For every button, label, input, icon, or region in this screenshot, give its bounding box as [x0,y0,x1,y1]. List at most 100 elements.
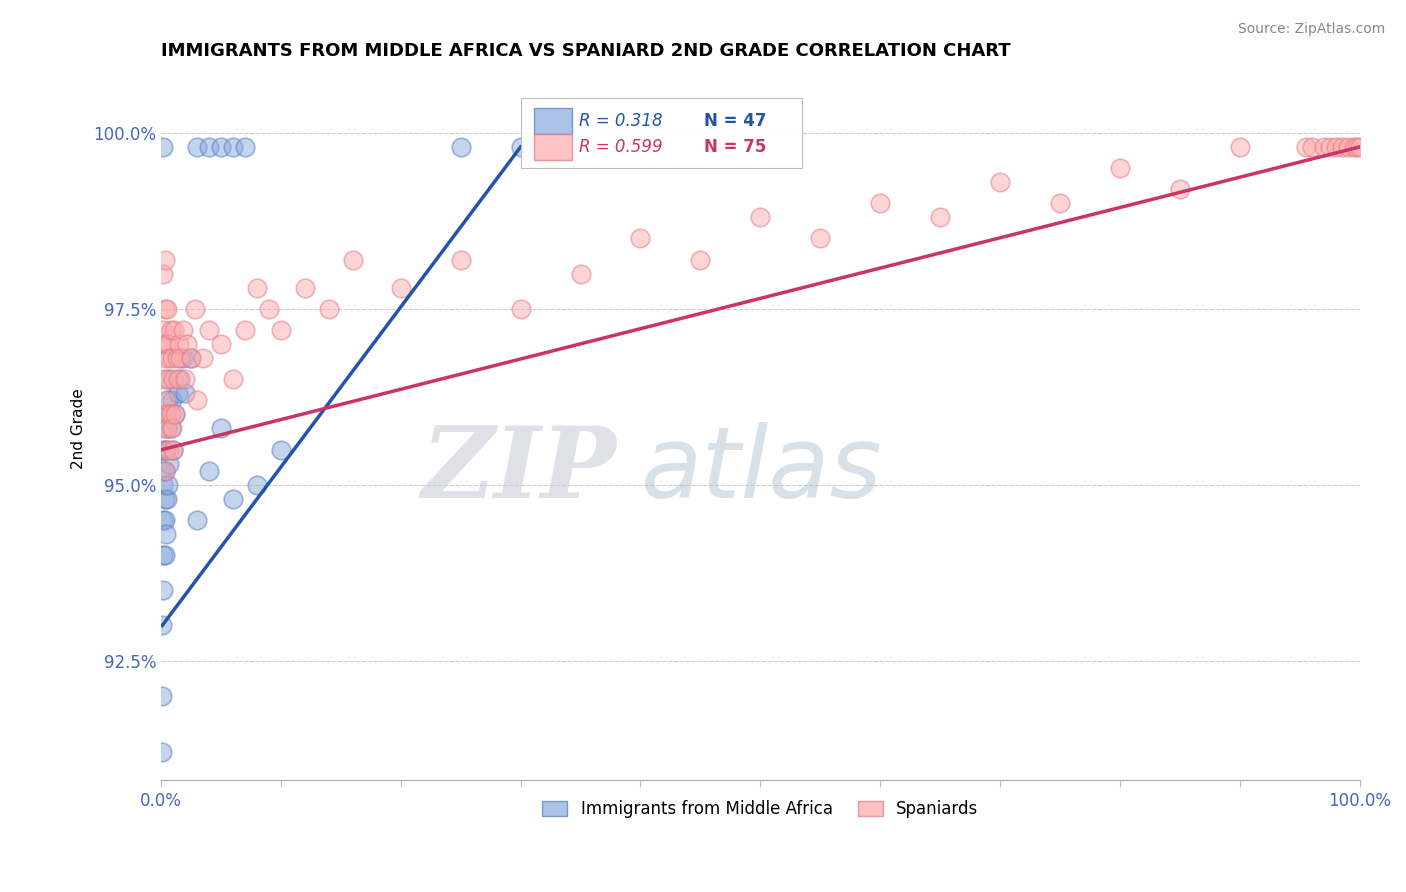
Point [689,252,711,267]
Point [509,301,531,316]
Point [159,421,181,435]
Point [749,211,772,225]
Point [153,252,176,267]
Point [162,372,184,386]
Point [808,231,831,245]
Point [318,301,340,316]
Point [153,491,176,506]
Point [152,548,174,562]
Point [1336,140,1358,154]
Point [1324,140,1347,154]
Point [152,267,174,281]
Point [150,337,173,351]
Point [209,337,232,351]
Point [186,513,208,527]
Point [174,386,197,401]
Point [186,140,208,154]
Point [233,140,256,154]
Point [153,301,176,316]
Point [165,408,187,422]
Point [1168,182,1191,196]
Point [153,408,176,422]
Point [152,372,174,386]
Point [1301,140,1323,154]
Point [169,372,191,386]
Point [180,351,202,365]
Point [156,491,179,506]
Point [157,408,180,422]
Point [1312,140,1334,154]
Point [159,372,181,386]
Point [222,140,245,154]
Point [157,477,180,491]
Point [159,323,181,337]
Point [155,442,177,457]
Point [150,689,173,703]
Point [1343,140,1365,154]
Point [191,351,214,365]
Point [222,372,245,386]
Point [1319,140,1341,154]
Y-axis label: 2nd Grade: 2nd Grade [72,388,86,469]
Point [166,372,188,386]
Point [172,351,194,365]
Point [156,421,179,435]
Point [176,337,198,351]
Point [180,351,202,365]
Point [233,323,256,337]
Point [159,408,181,422]
Point [150,618,173,632]
Point [152,583,174,598]
Point [270,323,292,337]
Point [162,442,184,457]
Point [152,323,174,337]
Point [186,393,208,408]
Point [450,140,472,154]
Text: atlas: atlas [640,422,882,519]
Point [160,421,183,435]
Point [157,393,180,408]
Point [169,351,191,365]
Point [209,140,232,154]
Point [156,372,179,386]
Point [628,231,651,245]
Point [152,442,174,457]
Point [155,337,177,351]
Point [988,175,1011,189]
Point [159,351,181,365]
Point [155,393,177,408]
FancyBboxPatch shape [534,108,572,134]
Point [174,372,197,386]
FancyBboxPatch shape [520,98,803,168]
Point [183,301,205,316]
Point [1348,140,1371,154]
Point [165,408,187,422]
Point [155,408,177,422]
Point [198,323,221,337]
Point [569,267,592,281]
Point [246,281,269,295]
Point [1295,140,1317,154]
Point [156,421,179,435]
Legend: Immigrants from Middle Africa, Spaniards: Immigrants from Middle Africa, Spaniards [536,793,984,825]
Point [160,351,183,365]
Point [157,337,180,351]
Point [257,301,280,316]
Point [159,457,181,471]
Point [167,337,190,351]
FancyBboxPatch shape [534,135,572,160]
Point [270,442,292,457]
Point [159,442,181,457]
Point [153,442,176,457]
Point [152,513,174,527]
Point [166,351,188,365]
Text: N = 47: N = 47 [704,112,766,130]
Point [150,408,173,422]
Point [246,477,269,491]
Point [153,513,176,527]
Point [222,491,245,506]
Point [160,393,183,408]
Point [172,323,194,337]
Point [209,421,232,435]
Point [152,140,174,154]
